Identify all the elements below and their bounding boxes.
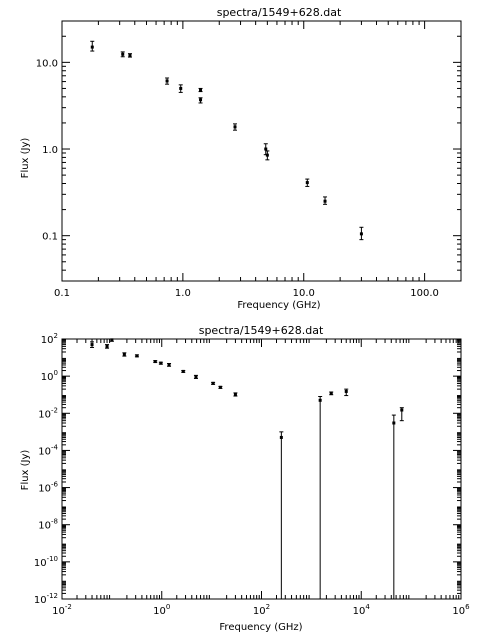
- bottom-chart-data-point: [135, 354, 139, 358]
- bottom-chart-panel: spectra/1549+628.dat Frequency (GHz) Flu…: [20, 324, 470, 633]
- bottom-chart-x-tick-label: 100: [153, 603, 170, 617]
- bottom-chart-data-point: [392, 421, 396, 425]
- bottom-chart-title: spectra/1549+628.dat: [199, 324, 324, 337]
- bottom-chart-data-point: [105, 344, 109, 348]
- bottom-chart-y-tick-label: 10-12: [34, 592, 58, 606]
- bottom-chart-y-tick-label: 10-8: [38, 518, 58, 532]
- bottom-chart-y-tick-label: 10-4: [38, 443, 58, 457]
- top-chart-data-points: [90, 40, 364, 241]
- top-chart-x-tick-label: 0.1: [54, 288, 70, 299]
- top-chart-data-point: [323, 199, 327, 203]
- bottom-chart-y-axis-label: Flux (Jy): [20, 450, 31, 491]
- top-chart-data-point: [128, 53, 132, 57]
- bottom-chart-x-tick-label: 104: [353, 603, 371, 617]
- bottom-chart-data-point: [181, 369, 185, 373]
- bottom-chart-data-point: [344, 389, 348, 393]
- top-chart-y-tick-label: 10.0: [36, 58, 58, 69]
- bottom-chart-data-point: [159, 361, 163, 365]
- bottom-chart-data-point: [167, 363, 171, 367]
- bottom-chart-data-point: [194, 375, 198, 379]
- top-chart-data-point: [165, 79, 169, 83]
- top-chart-frame: [61, 20, 462, 282]
- top-chart-data-point: [264, 147, 268, 151]
- top-chart-data-point: [121, 52, 125, 56]
- bottom-chart-data-point: [122, 352, 126, 356]
- top-chart-x-tick-label: 100.0: [410, 288, 439, 299]
- top-chart-panel: spectra/1549+628.dat Frequency (GHz) Flu…: [20, 6, 462, 311]
- bottom-chart-x-tick-label: 106: [452, 603, 470, 617]
- bottom-chart-data-point: [329, 391, 333, 395]
- bottom-chart-y-tick-label: 10-10: [34, 555, 58, 569]
- bottom-chart-data-point: [110, 338, 114, 342]
- top-chart-ticks: 0.1 1.0 10.0 100.0 0.1 1.0 10.0: [36, 21, 461, 299]
- bottom-chart-x-axis-label: Frequency (GHz): [219, 622, 302, 633]
- top-chart-x-tick-label: 1.0: [175, 288, 191, 299]
- bottom-chart-data-point: [400, 408, 404, 412]
- bottom-chart-ticks: 10-2 100 102 104 106 10-12 10-10 10-8 10-6 10-4 10…: [34, 332, 470, 617]
- top-chart-y-tick-label: 1.0: [42, 145, 58, 156]
- top-chart-data-point: [90, 45, 94, 49]
- bottom-chart-data-point: [211, 381, 215, 385]
- top-chart-data-point: [199, 98, 203, 102]
- bottom-chart-x-tick-label: 10-2: [52, 603, 72, 617]
- bottom-chart-y-tick-label: 10-6: [38, 481, 58, 495]
- bottom-chart-data-points: [90, 338, 404, 599]
- top-chart-data-point: [199, 88, 203, 92]
- top-chart-x-axis-label: Frequency (GHz): [237, 300, 320, 311]
- bottom-chart-data-point: [279, 435, 283, 439]
- bottom-chart-y-tick-label: 102: [41, 332, 58, 346]
- top-chart-data-point: [305, 181, 309, 185]
- bottom-chart-data-point: [233, 392, 237, 396]
- top-chart-data-point: [265, 153, 269, 157]
- top-chart-y-axis-label: Flux (Jy): [20, 138, 31, 179]
- top-chart-data-point: [179, 86, 183, 90]
- top-chart-data-point: [233, 125, 237, 129]
- bottom-chart-y-tick-label: 100: [41, 369, 58, 383]
- bottom-chart-data-point: [153, 360, 157, 364]
- bottom-chart-data-point: [318, 398, 322, 402]
- bottom-chart-y-tick-label: 10-2: [38, 406, 58, 420]
- top-chart-title: spectra/1549+628.dat: [217, 6, 342, 19]
- top-chart-x-tick-label: 10.0: [293, 288, 315, 299]
- top-chart-data-point: [359, 232, 363, 236]
- bottom-chart-data-point: [218, 385, 222, 389]
- bottom-chart-frame: [61, 338, 462, 600]
- top-chart-y-tick-label: 0.1: [42, 232, 58, 243]
- bottom-chart-x-tick-label: 102: [253, 603, 270, 617]
- bottom-chart-data-point: [90, 343, 94, 347]
